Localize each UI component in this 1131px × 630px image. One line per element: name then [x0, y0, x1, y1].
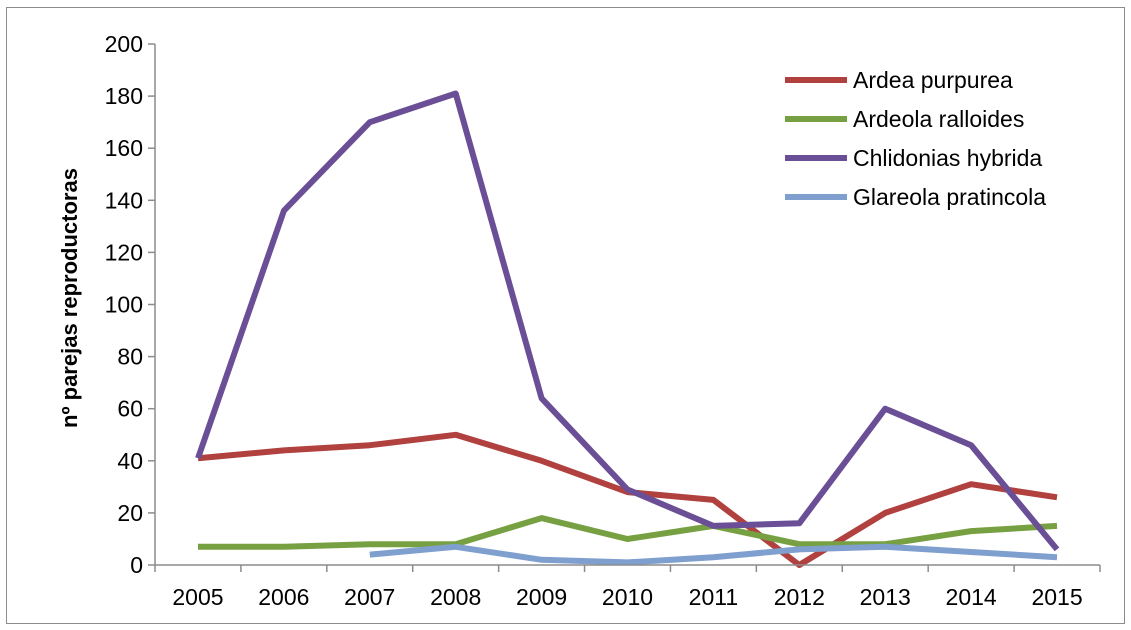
y-tick-label: 20	[117, 500, 143, 526]
x-tick-label: 2008	[430, 584, 481, 610]
x-tick-label: 2009	[516, 584, 567, 610]
x-tick-label: 2011	[689, 584, 738, 610]
legend-label-ardea-purpurea: Ardea purpurea	[853, 67, 1013, 93]
x-tick-label: 2013	[860, 584, 911, 610]
x-tick-label: 2005	[172, 584, 223, 610]
series-line-chlidonias-hybrida	[195, 90, 1060, 552]
y-tick-label: 80	[117, 344, 143, 370]
legend-label-ardeola-ralloides: Ardeola ralloides	[853, 106, 1024, 132]
x-tick-label: 2006	[258, 584, 309, 610]
axes-layer: 0 20 40 60 80 100 120 140 160 180 200 2005 2006 2007 2…	[105, 31, 1101, 610]
x-tick-label: 2015	[1031, 584, 1082, 610]
series-layer	[195, 90, 1060, 568]
y-tick-label: 120	[105, 239, 143, 265]
y-tick-label: 180	[105, 83, 143, 109]
y-tick-label: 100	[105, 292, 143, 318]
line-chart: nº parejas reproductoras 0 20 40 60 80 100 120…	[57, 31, 1101, 610]
y-tick-label: 60	[117, 396, 143, 422]
legend: Ardea purpurea Ardeola ralloides Chlidonia…	[785, 67, 1046, 210]
x-tick-label: 2014	[946, 584, 997, 610]
x-tick-label: 2007	[344, 584, 395, 610]
y-tick-label: 140	[105, 187, 143, 213]
y-tick-label: 160	[105, 135, 143, 161]
y-axis-title: nº parejas reproductoras	[57, 168, 82, 428]
x-tick-label: 2012	[774, 584, 825, 610]
chart-area: nº parejas reproductoras 0 20 40 60 80 100 120…	[6, 7, 1125, 624]
y-tick-label: 200	[105, 31, 143, 57]
series-line-ardeola-ralloides	[198, 515, 1058, 550]
legend-label-chlidonias-hybrida: Chlidonias hybrida	[853, 145, 1042, 171]
y-tick-label: 0	[130, 552, 143, 578]
legend-label-glareola-pratincola: Glareola pratincola	[853, 184, 1046, 210]
series-line-glareola-pratincola	[369, 543, 1058, 566]
y-tick-label: 40	[117, 448, 143, 474]
x-tick-label: 2010	[602, 584, 653, 610]
